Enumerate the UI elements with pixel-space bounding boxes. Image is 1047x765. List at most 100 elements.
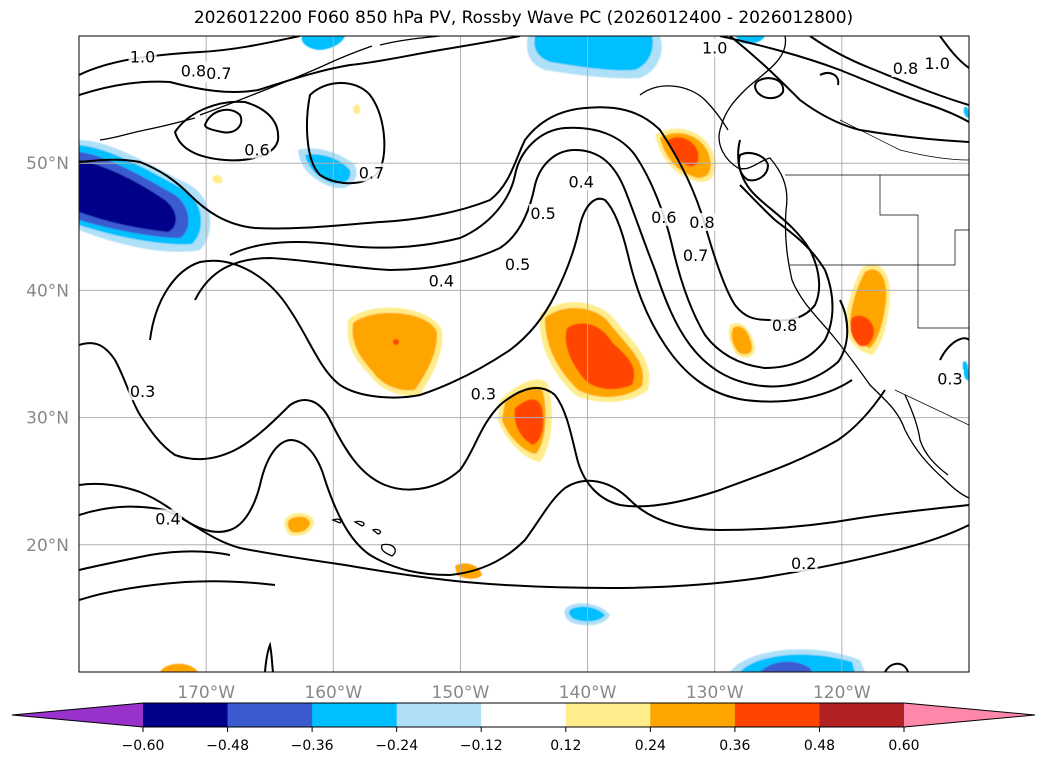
contour-label: 0.7	[359, 163, 384, 182]
contour-small-3	[737, 152, 770, 182]
plot-background	[79, 36, 969, 672]
colorbar-extend-max	[904, 703, 1035, 727]
alaska-peninsula	[379, 36, 441, 46]
contour-label-bg	[935, 369, 964, 388]
west-coast	[718, 36, 969, 499]
contour-0.2-west-low	[79, 580, 276, 601]
colorbar-tick-label: −0.24	[375, 738, 418, 754]
contour-0.5	[194, 148, 849, 388]
anomaly-bc-positive	[655, 128, 716, 182]
colorbar-tick-label: 0.12	[550, 738, 581, 754]
longitude-labels: 170°W 160°W 150°W 140°W 130°W 120°W	[177, 683, 871, 703]
contour-label: 0.4	[429, 271, 454, 290]
contour-0.2-west	[79, 550, 231, 571]
colorbar-segment	[565, 703, 651, 727]
anomaly-eastern-positive	[539, 302, 650, 402]
anomaly-southern-negative	[730, 649, 865, 672]
contour-label-bg	[128, 47, 157, 66]
hawaii-big-island	[380, 543, 396, 557]
contour-0.8-east	[809, 36, 969, 106]
baja-coast	[904, 394, 949, 476]
colorbar-tick-label: 0.48	[804, 738, 835, 754]
anomaly-southern-positive	[498, 379, 552, 462]
contour-label-bg	[770, 316, 799, 335]
colorbar-segment	[143, 703, 229, 727]
contour-label-bg	[128, 382, 157, 401]
colorbar-tick-label: 0.60	[888, 738, 919, 754]
longitude-tick-label: 160°W	[304, 683, 362, 703]
colorbar-segment	[396, 703, 482, 727]
contour-label: 0.8	[181, 62, 206, 81]
latitude-labels: 50°N 40°N 30°N 20°N	[26, 154, 69, 556]
contour-labels: 1.00.8 0.70.60.7 0.40.5 0.6 0.80.70.40.50.3 0…	[128, 38, 964, 573]
anomaly-west-pacific-negative	[79, 140, 211, 252]
latitude-tick-label: 40°N	[26, 281, 69, 301]
contour-label-bg	[649, 207, 678, 226]
contour-label: 0.6	[651, 208, 676, 227]
contour-0.6-closed	[173, 100, 280, 162]
contour-label-bg	[469, 384, 498, 403]
contour-bottom-2	[264, 641, 274, 672]
contour-0.3-east	[939, 337, 969, 361]
contour-label: 0.3	[937, 369, 962, 388]
contour-label: 0.3	[130, 382, 155, 401]
contour-label: 0.8	[893, 59, 918, 78]
contour-1.0-east	[719, 36, 969, 123]
latitude-tick-label: 20°N	[26, 536, 69, 556]
contour-0.7-main	[79, 106, 821, 322]
contour-0.7-east	[729, 36, 969, 143]
contour-0.3	[79, 342, 886, 508]
contour-label-bg	[503, 254, 532, 273]
anomaly-california-positive	[845, 264, 891, 355]
contour-label: 0.4	[155, 509, 180, 528]
longitude-tick-label: 150°W	[432, 683, 490, 703]
contour-label: 1.0	[130, 48, 155, 67]
plot-frame	[78, 35, 970, 673]
longitude-tick-label: 140°W	[559, 683, 617, 703]
borders	[785, 119, 969, 426]
hawaii-1	[331, 518, 342, 524]
anomaly-aleutian-negative	[298, 148, 357, 189]
colorbar-segment	[819, 703, 905, 727]
longitude-tick-label: 120°W	[813, 683, 871, 703]
contour-small-2	[819, 72, 840, 86]
contour-label: 0.4	[568, 172, 593, 191]
anomaly-edge-negative	[962, 361, 969, 381]
colorbar-tick-label: 0.36	[719, 738, 750, 754]
contour-label-bg	[154, 509, 182, 528]
contour-small-1	[754, 77, 785, 100]
contour-label: 1.0	[702, 39, 727, 58]
contour-label-bg	[923, 53, 952, 72]
contour-label-bg	[204, 64, 233, 83]
chart-title: 2026012200 F060 850 hPa PV, Rossby Wave …	[193, 8, 854, 28]
contour-label: 0.6	[244, 140, 269, 159]
colorbar-tick-label: −0.36	[291, 738, 334, 754]
contour-1.0-west	[79, 36, 301, 76]
contour-label: 0.7	[206, 64, 231, 83]
contour-label-bg	[357, 163, 386, 182]
anomaly-central-positive	[347, 307, 443, 396]
alaska-panhandle	[639, 85, 729, 131]
contour-0.7-small	[203, 108, 243, 134]
colorbar-segment	[312, 703, 398, 727]
contour-1.0-corner	[939, 36, 969, 69]
colorbar-segment	[481, 703, 567, 727]
mexico-border	[894, 389, 969, 426]
hawaii-2	[353, 520, 365, 527]
latitude-tick-label: 30°N	[26, 409, 69, 429]
contour-label-bg	[891, 59, 920, 78]
contour-0.8-north	[79, 36, 521, 96]
colorbar-segment	[734, 703, 820, 727]
colorbar-tick-label: 0.24	[635, 738, 666, 754]
anomaly-offshore-positive	[728, 323, 755, 358]
contour-label-bg	[179, 61, 208, 80]
colorbar-tick-label: −0.60	[122, 738, 165, 754]
contour-label-bg	[681, 246, 710, 265]
contour-label: 0.7	[683, 246, 708, 265]
contour-label-bg	[427, 271, 456, 290]
contour-label-bg	[789, 553, 818, 572]
contour-label-bg	[700, 38, 729, 57]
state-borders	[879, 175, 969, 329]
state-borders-2	[790, 229, 969, 266]
contour-label-bg	[567, 172, 596, 191]
